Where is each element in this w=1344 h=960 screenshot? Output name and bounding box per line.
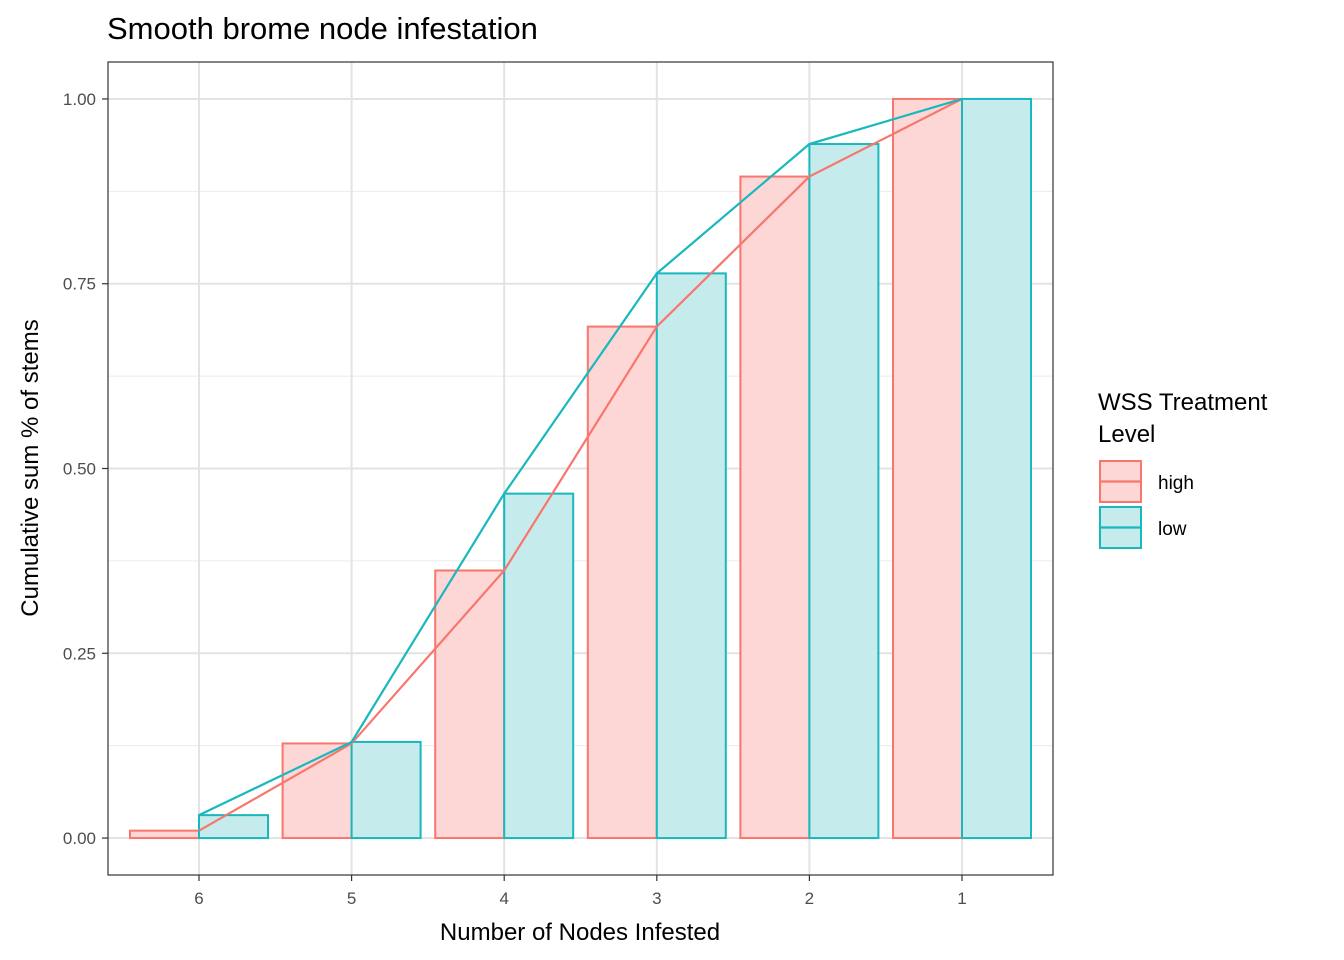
bar-low-4	[503, 492, 575, 840]
y-axis-ticks: 0.00 0.25 0.50 0.75 1.00	[63, 90, 108, 848]
legend-label-high: high	[1158, 473, 1194, 494]
bar-high-1	[892, 97, 963, 840]
legend: WSS Treatment Level high low	[1098, 389, 1274, 549]
x-axis-title: Number of Nodes Infested	[440, 919, 720, 946]
legend-title-line-2: Level	[1098, 421, 1155, 448]
line-high	[198, 97, 963, 832]
bar-low-1	[961, 97, 1032, 840]
bar-low-3	[655, 272, 727, 840]
legend-title-line-1: WSS Treatment	[1098, 389, 1268, 416]
series-lines	[198, 97, 963, 832]
y-tick-label: 0.75	[63, 275, 96, 294]
x-tick-label: 5	[347, 889, 356, 908]
y-tick-label: 0.50	[63, 460, 96, 479]
bar-high-6	[129, 829, 200, 840]
x-tick-label: 4	[499, 889, 508, 908]
y-tick-label: 0.00	[63, 829, 96, 848]
bar-high-3	[586, 325, 658, 840]
legend-keys: high low	[1099, 460, 1194, 549]
legend-title: WSS Treatment Level	[1098, 389, 1274, 448]
bar-low-5	[350, 740, 422, 840]
bar-low-2	[808, 143, 880, 840]
bar-low-6	[198, 814, 269, 840]
y-tick-label: 0.25	[63, 644, 96, 663]
bar-high-2	[739, 175, 811, 840]
x-tick-label: 2	[805, 889, 814, 908]
bars	[129, 97, 1032, 840]
y-axis-title: Cumulative sum % of stems	[17, 319, 44, 616]
x-tick-label: 6	[194, 889, 203, 908]
x-axis-ticks: 6 5 4 3 2 1	[194, 875, 967, 908]
x-tick-label: 1	[957, 889, 966, 908]
line-low	[198, 97, 963, 817]
chart-title: Smooth brome node infestation	[107, 11, 538, 46]
x-tick-label: 3	[652, 889, 661, 908]
y-tick-label: 1.00	[63, 90, 96, 109]
legend-label-low: low	[1158, 519, 1187, 540]
